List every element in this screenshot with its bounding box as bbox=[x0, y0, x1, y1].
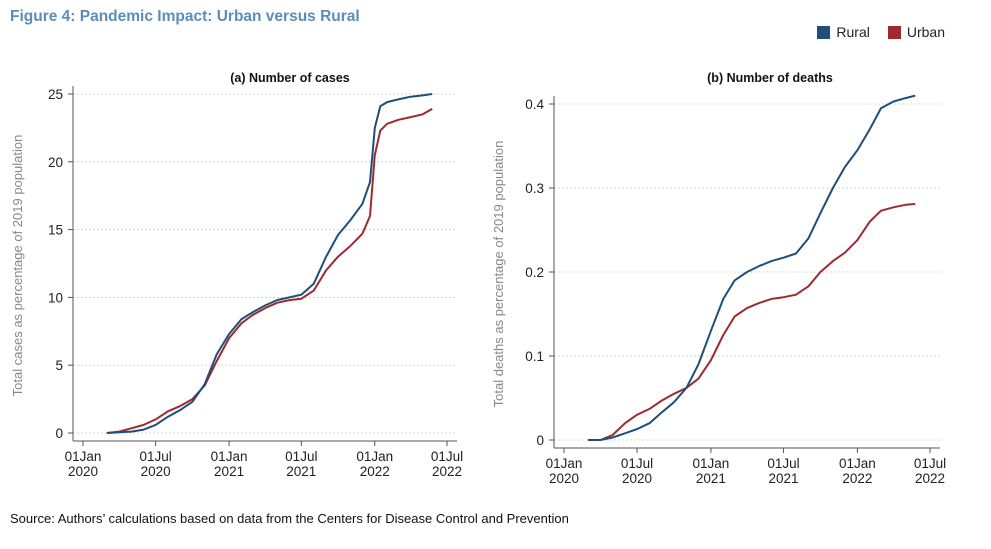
series-line-urban-cases bbox=[106, 108, 433, 434]
ytick-label-deaths: 0 bbox=[536, 433, 544, 448]
xtick-label-year-deaths: 2020 bbox=[549, 471, 579, 486]
xtick-label-year-deaths: 2022 bbox=[915, 471, 945, 486]
xtick-label-cases: 01Jan bbox=[356, 449, 393, 464]
legend: Rural Urban bbox=[817, 24, 945, 40]
xtick-label-year-cases: 2021 bbox=[214, 464, 244, 479]
xtick-label-cases: 01Jan bbox=[65, 449, 102, 464]
xtick-label-deaths: 01Jan bbox=[692, 456, 729, 471]
xtick-label-deaths: 01Jul bbox=[767, 456, 799, 471]
y-axis-title-cases: Total cases as percentage of 2019 popula… bbox=[10, 135, 25, 397]
figure-title: Figure 4: Pandemic Impact: Urban versus … bbox=[10, 8, 360, 25]
xtick-label-deaths: 01Jan bbox=[839, 456, 876, 471]
legend-item-rural: Rural bbox=[817, 24, 870, 40]
xtick-label-year-deaths: 2022 bbox=[842, 471, 872, 486]
legend-swatch-rural bbox=[817, 25, 831, 39]
ytick-label-cases: 10 bbox=[48, 290, 63, 305]
series-line-urban-deaths bbox=[588, 203, 916, 441]
series-line-rural-deaths bbox=[588, 94, 916, 441]
xtick-label-deaths: 01Jul bbox=[621, 456, 653, 471]
ytick-label-deaths: 0.2 bbox=[525, 265, 544, 280]
xtick-label-year-deaths: 2021 bbox=[768, 471, 798, 486]
legend-item-urban: Urban bbox=[887, 24, 945, 40]
xtick-label-cases: 01Jul bbox=[431, 449, 463, 464]
series-line-rural-cases bbox=[106, 93, 433, 434]
xtick-label-deaths: 01Jan bbox=[546, 456, 583, 471]
xtick-label-year-cases: 2020 bbox=[141, 464, 171, 479]
xtick-label-deaths: 01Jul bbox=[914, 456, 946, 471]
ytick-label-cases: 20 bbox=[48, 155, 63, 170]
ytick-label-cases: 25 bbox=[48, 87, 63, 102]
panel-title-cases: (a) Number of cases bbox=[230, 71, 350, 85]
xtick-label-year-deaths: 2020 bbox=[622, 471, 652, 486]
source-note: Source: Authors’ calculations based on d… bbox=[10, 511, 569, 526]
ytick-label-cases: 5 bbox=[55, 358, 63, 373]
legend-label-urban: Urban bbox=[906, 24, 945, 40]
xtick-label-cases: 01Jul bbox=[285, 449, 317, 464]
xtick-label-year-cases: 2021 bbox=[286, 464, 316, 479]
xtick-label-cases: 01Jan bbox=[211, 449, 248, 464]
ytick-label-deaths: 0.3 bbox=[525, 181, 544, 196]
y-axis-title-deaths: Total deaths as percentage of 2019 popul… bbox=[491, 141, 506, 408]
ytick-label-cases: 0 bbox=[55, 426, 63, 441]
ytick-label-deaths: 0.1 bbox=[525, 349, 544, 364]
xtick-label-year-cases: 2020 bbox=[68, 464, 98, 479]
ytick-label-cases: 15 bbox=[48, 223, 63, 238]
xtick-label-year-cases: 2022 bbox=[432, 464, 462, 479]
xtick-label-year-cases: 2022 bbox=[360, 464, 390, 479]
legend-swatch-urban bbox=[887, 25, 901, 39]
legend-label-rural: Rural bbox=[836, 24, 870, 40]
panel-title-deaths: (b) Number of deaths bbox=[707, 71, 833, 85]
xtick-label-year-deaths: 2021 bbox=[696, 471, 726, 486]
ytick-label-deaths: 0.4 bbox=[525, 97, 544, 112]
xtick-label-cases: 01Jul bbox=[139, 449, 171, 464]
